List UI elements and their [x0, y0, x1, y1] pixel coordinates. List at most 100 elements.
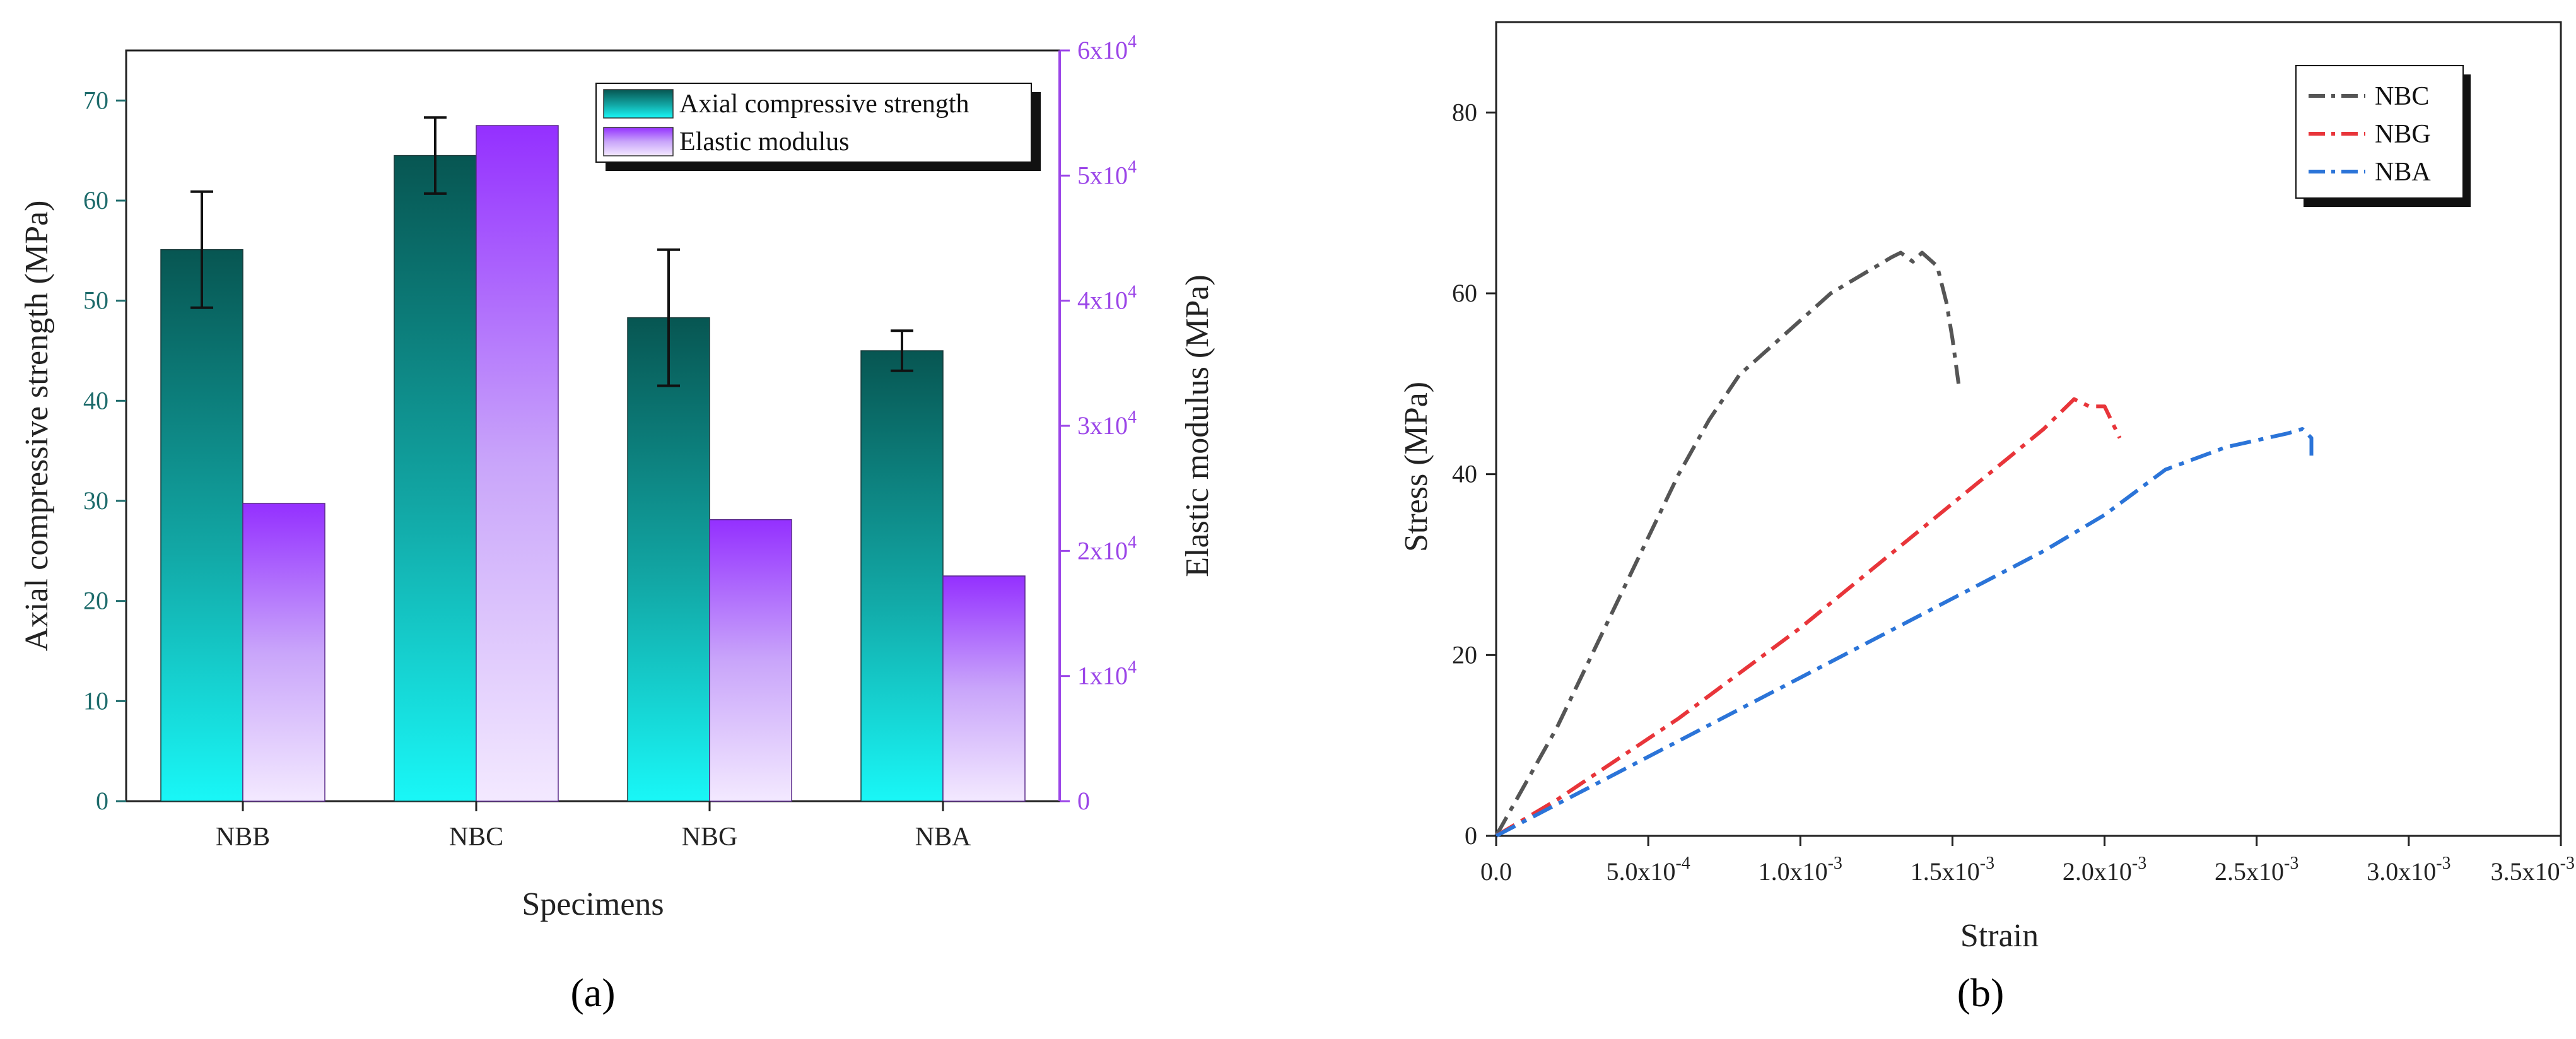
- category-axis: NBB NBC NBG NBA: [216, 801, 971, 852]
- x-tick-label-mantissa: 1.5x10: [1911, 857, 1980, 886]
- x-tick-label: 2.0x10-3: [2063, 854, 2146, 886]
- legend-swatch-strength: [603, 89, 674, 119]
- y2-tick-label: 0: [1077, 787, 1090, 815]
- x-tick-label-exponent: -3: [2436, 854, 2450, 873]
- x-tick-label: NBC: [449, 823, 503, 852]
- legend-swatch-modulus: [603, 127, 674, 156]
- legend-label-modulus: Elastic modulus: [679, 127, 849, 156]
- y-tick-label: 10: [83, 686, 108, 715]
- y2-tick-label-mantissa: 4x10: [1077, 286, 1128, 315]
- y-tick-label: 60: [83, 186, 108, 214]
- error-bar-nba: [891, 329, 913, 372]
- x-tick-label: 3.5x10-3: [2491, 854, 2575, 886]
- x-tick-label-mantissa: 2.0x10: [2063, 857, 2132, 886]
- x-tick-label-exponent: -3: [2284, 854, 2298, 873]
- y2-tick-label-mantissa: 5x10: [1077, 161, 1128, 189]
- bar-modulus-nbc: [476, 125, 559, 802]
- y2-tick-label: 4x104: [1077, 283, 1137, 315]
- bar-strength-nbg: [627, 317, 710, 802]
- y2-tick-label-mantissa: 2x10: [1077, 536, 1128, 565]
- x-tick-label: 3.0x10-3: [2367, 854, 2450, 886]
- bar-modulus-nbb: [242, 503, 325, 802]
- x-tick-label: 1.5x10-3: [1911, 854, 1994, 886]
- y-tick-label: 60: [1452, 279, 1477, 307]
- error-bar-nbg: [657, 248, 680, 387]
- x-tick-label-exponent: -3: [1828, 854, 1842, 873]
- y2-tick-label: 1x104: [1077, 658, 1137, 690]
- y2-tick-label: 3x104: [1077, 408, 1137, 440]
- x-axis-title: Specimens: [522, 886, 664, 922]
- x-tick-label: 0.0: [1480, 857, 1512, 886]
- line-nba: [1495, 427, 2314, 838]
- legend-label-nbc: NBC: [2375, 82, 2429, 111]
- y2-tick-label-exponent: 4: [1128, 283, 1137, 302]
- x-tick-label-exponent: -4: [1675, 854, 1690, 873]
- x-tick-label: 5.0x10-4: [1606, 854, 1690, 886]
- y-tick-label: 80: [1452, 98, 1477, 126]
- x-tick-label-mantissa: 1.0x10: [1759, 857, 1828, 886]
- x-tick-label-mantissa: 2.5x10: [2215, 857, 2284, 886]
- x-tick-label: NBA: [915, 823, 971, 852]
- panel-label-b: (b): [1957, 970, 2005, 1015]
- y-tick-label: 40: [83, 386, 108, 414]
- y2-tick-label: 6x104: [1077, 32, 1137, 64]
- bar-strength-nba: [860, 350, 944, 802]
- y2-tick-label-mantissa: 0: [1077, 787, 1090, 815]
- y2-tick-label-mantissa: 6x10: [1077, 36, 1128, 64]
- y2-tick-label: 2x104: [1077, 532, 1137, 565]
- bars: [160, 125, 1026, 802]
- y2-tick-label-exponent: 4: [1128, 408, 1137, 427]
- plot-frame: [1495, 21, 2562, 837]
- line-nbc: [1494, 250, 1961, 837]
- x-tick-label: NBB: [216, 823, 270, 852]
- y-tick-label: 0: [1465, 821, 1477, 850]
- y2-tick-label-exponent: 4: [1128, 157, 1137, 177]
- error-bars: [190, 116, 913, 387]
- legend: NBC NBG NBA: [2295, 65, 2471, 207]
- y-tick-label: 0: [96, 787, 108, 815]
- x-tick-label: 1.0x10-3: [1759, 854, 1842, 886]
- bar-strength-nbb: [160, 249, 243, 802]
- legend-label-nbg: NBG: [2375, 120, 2431, 149]
- left-axis-ticks: 0 10 20 30 40 50 60 70: [83, 86, 126, 815]
- x-tick-label-exponent: -3: [2560, 854, 2575, 873]
- y2-tick-label-mantissa: 3x10: [1077, 411, 1128, 440]
- x-axis-title: Strain: [1960, 918, 2039, 954]
- y2-tick-label-exponent: 4: [1128, 32, 1137, 52]
- bar-modulus-nbg: [709, 519, 792, 802]
- legend: Axial compressive strength Elastic modul…: [595, 83, 1041, 171]
- x-tick-label-mantissa: 5.0x10: [1606, 857, 1675, 886]
- y2-tick-label: 5x104: [1077, 157, 1137, 189]
- x-tick-label-exponent: -3: [2132, 854, 2146, 873]
- y2-axis-title: Elastic modulus (MPa): [1180, 274, 1215, 577]
- error-bar-nbc: [424, 116, 447, 195]
- legend-label-nba: NBA: [2375, 158, 2431, 187]
- bar-strength-nbc: [394, 155, 477, 802]
- y-tick-label: 40: [1452, 460, 1477, 488]
- y-tick-label: 70: [83, 86, 108, 114]
- y-axis-title: Stress (MPa): [1398, 382, 1434, 552]
- y2-tick-label-exponent: 4: [1128, 532, 1137, 552]
- y-tick-label: 30: [83, 486, 108, 515]
- x-tick-label-mantissa: 3.0x10: [2367, 857, 2436, 886]
- x-axis-ticks: 0.0 5.0x10-4 1.0x10-3 1.5x10-3 2.0x10-3 2.5x1…: [1480, 836, 2575, 886]
- error-bar-nbb: [190, 190, 213, 309]
- x-tick-label: NBG: [682, 823, 738, 852]
- y-tick-label: 20: [1452, 640, 1477, 669]
- x-tick-label: 2.5x10-3: [2215, 854, 2298, 886]
- bar-modulus-nba: [942, 575, 1026, 802]
- panel-label-a: (a): [570, 970, 615, 1015]
- series-lines: [1494, 250, 2314, 838]
- y-tick-label: 20: [83, 587, 108, 615]
- legend-items: NBC NBG NBA: [2309, 82, 2431, 187]
- y-axis-title: Axial compressive strength (MPa): [19, 201, 55, 652]
- x-tick-label-mantissa: 0.0: [1480, 857, 1512, 886]
- y2-tick-label-exponent: 4: [1128, 658, 1137, 678]
- x-tick-label-exponent: -3: [1980, 854, 1994, 873]
- y-axis-ticks: 0 20 40 60 80: [1452, 98, 1496, 850]
- line-nbg: [1495, 397, 2122, 838]
